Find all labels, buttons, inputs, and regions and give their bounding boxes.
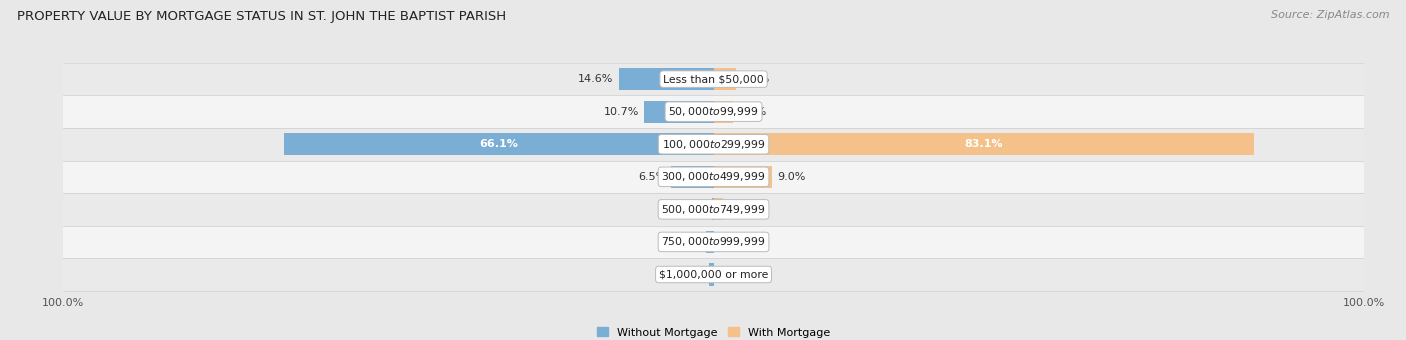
Text: $50,000 to $99,999: $50,000 to $99,999	[668, 105, 759, 118]
Text: 9.0%: 9.0%	[778, 172, 806, 182]
Bar	[63, 258, 1364, 291]
Text: 0.74%: 0.74%	[668, 270, 703, 279]
Text: 0.24%: 0.24%	[671, 204, 707, 214]
Bar	[713, 133, 1254, 155]
Bar	[713, 101, 733, 123]
Text: 14.6%: 14.6%	[578, 74, 613, 84]
Bar	[63, 96, 1364, 128]
Text: $500,000 to $749,999: $500,000 to $749,999	[661, 203, 766, 216]
Bar	[713, 198, 723, 220]
Text: 1.5%: 1.5%	[728, 204, 756, 214]
Bar	[713, 166, 772, 188]
Text: 6.5%: 6.5%	[638, 172, 666, 182]
Legend: Without Mortgage, With Mortgage: Without Mortgage, With Mortgage	[596, 327, 831, 338]
Bar	[284, 133, 713, 155]
Text: Source: ZipAtlas.com: Source: ZipAtlas.com	[1271, 10, 1389, 20]
Bar	[63, 226, 1364, 258]
Bar	[709, 264, 713, 286]
Bar	[671, 166, 713, 188]
Text: Less than $50,000: Less than $50,000	[664, 74, 763, 84]
Bar	[63, 160, 1364, 193]
Bar	[619, 68, 714, 90]
Bar	[63, 193, 1364, 226]
Text: 3.5%: 3.5%	[741, 74, 769, 84]
Text: 66.1%: 66.1%	[479, 139, 517, 149]
Bar	[713, 68, 737, 90]
Text: $100,000 to $299,999: $100,000 to $299,999	[662, 138, 765, 151]
Text: 83.1%: 83.1%	[965, 139, 1002, 149]
Text: 0.0%: 0.0%	[718, 270, 747, 279]
Text: $750,000 to $999,999: $750,000 to $999,999	[661, 235, 766, 249]
Text: 1.2%: 1.2%	[672, 237, 700, 247]
Text: 10.7%: 10.7%	[603, 107, 638, 117]
Text: 0.0%: 0.0%	[718, 237, 747, 247]
Text: PROPERTY VALUE BY MORTGAGE STATUS IN ST. JOHN THE BAPTIST PARISH: PROPERTY VALUE BY MORTGAGE STATUS IN ST.…	[17, 10, 506, 23]
Bar	[644, 101, 713, 123]
Bar	[63, 63, 1364, 96]
Text: $300,000 to $499,999: $300,000 to $499,999	[661, 170, 766, 183]
Bar	[706, 231, 713, 253]
Bar	[63, 128, 1364, 160]
Bar	[711, 198, 713, 220]
Text: 3.0%: 3.0%	[738, 107, 766, 117]
Text: $1,000,000 or more: $1,000,000 or more	[659, 270, 768, 279]
